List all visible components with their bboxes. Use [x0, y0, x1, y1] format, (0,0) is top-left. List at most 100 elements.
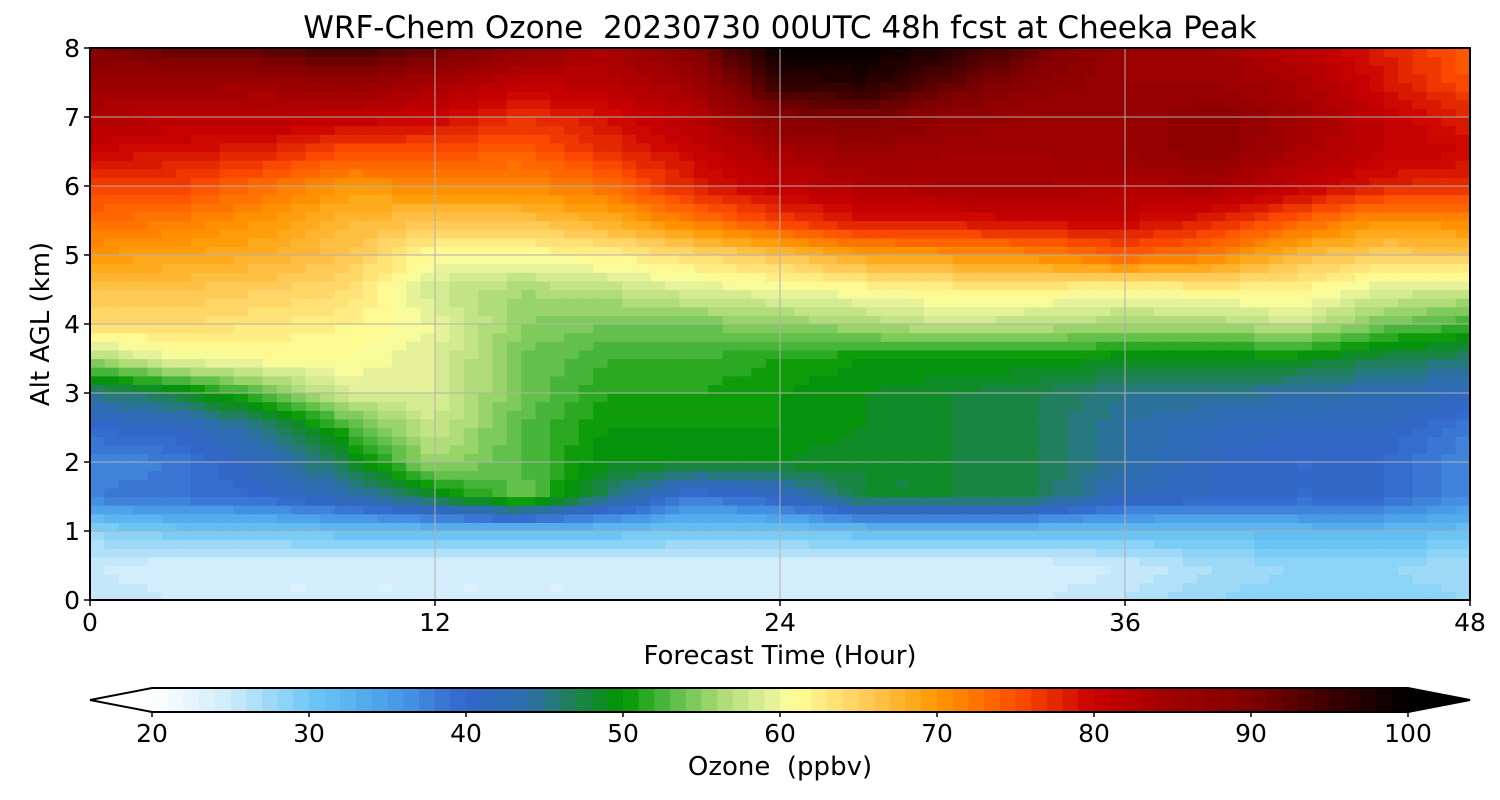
heatmap-cell [377, 582, 393, 592]
heatmap-cell [118, 479, 134, 489]
heatmap-cell [521, 255, 537, 265]
heatmap-cell [938, 160, 954, 170]
heatmap-cell [636, 401, 652, 411]
heatmap-cell [679, 255, 695, 265]
heatmap-cell [981, 479, 997, 489]
heatmap-cell [391, 203, 407, 213]
heatmap-cell [1182, 91, 1198, 101]
heatmap-cell [837, 315, 853, 325]
heatmap-cell [291, 306, 307, 316]
heatmap-cell [938, 513, 954, 523]
heatmap-cell [176, 125, 192, 135]
heatmap-cell [693, 211, 709, 222]
heatmap-cell [981, 462, 997, 472]
heatmap-cell [205, 341, 220, 351]
heatmap-cell [823, 142, 839, 153]
heatmap-cell [348, 591, 364, 601]
heatmap-cell [1110, 522, 1126, 532]
heatmap-cell [90, 108, 105, 118]
heatmap-cell [1153, 134, 1169, 144]
heatmap-cell [506, 358, 522, 368]
heatmap-cell [722, 272, 738, 282]
heatmap-cell [981, 470, 997, 480]
heatmap-cell [851, 151, 867, 161]
heatmap-cell [851, 418, 867, 429]
heatmap-cell [794, 246, 810, 256]
heatmap-cell [880, 177, 896, 187]
heatmap-cell [708, 332, 724, 342]
heatmap-cell [765, 462, 781, 472]
heatmap-cell [895, 194, 910, 204]
heatmap-cell [593, 142, 609, 153]
heatmap-cell [1110, 186, 1126, 196]
heatmap-cell [665, 548, 680, 558]
heatmap-cell [147, 513, 163, 523]
heatmap-cell [205, 315, 220, 325]
heatmap-cell [794, 436, 810, 446]
heatmap-cell [233, 306, 249, 316]
heatmap-cell [1110, 255, 1126, 265]
heatmap-cell [176, 565, 192, 575]
heatmap-cell [736, 125, 752, 135]
heatmap-cell [1125, 453, 1140, 463]
heatmap-cell [521, 470, 537, 480]
heatmap-cell [1024, 341, 1040, 351]
heatmap-cell [90, 151, 105, 161]
heatmap-cell [1081, 203, 1097, 213]
heatmap-cell [104, 73, 120, 84]
heatmap-cell [808, 548, 824, 558]
heatmap-cell [406, 462, 422, 472]
heatmap-cell [880, 73, 896, 84]
heatmap-cell [621, 108, 637, 118]
heatmap-cell [1139, 531, 1155, 541]
heatmap-cell [679, 479, 695, 489]
heatmap-cell [923, 384, 939, 394]
heatmap-cell [161, 531, 177, 541]
heatmap-cell [133, 505, 149, 515]
heatmap-cell [823, 375, 839, 385]
heatmap-cell [650, 324, 666, 334]
heatmap-cell [952, 142, 968, 153]
heatmap-cell [880, 444, 896, 454]
heatmap-cell [578, 117, 594, 127]
heatmap-cell [1081, 401, 1097, 411]
heatmap-cell [751, 565, 767, 575]
heatmap-cell [808, 462, 824, 472]
heatmap-cell [1110, 427, 1126, 437]
heatmap-cell [1024, 142, 1040, 153]
heatmap-cell [851, 48, 867, 58]
heatmap-cell [780, 280, 795, 291]
heatmap-cell [1081, 367, 1097, 377]
heatmap-cell [708, 479, 724, 489]
heatmap-cell [1125, 142, 1140, 153]
heatmap-cell [621, 151, 637, 161]
heatmap-cell [291, 462, 307, 472]
heatmap-cell [233, 298, 249, 308]
heatmap-cell [248, 358, 264, 368]
heatmap-cell [808, 280, 824, 291]
heatmap-cell [262, 125, 278, 135]
heatmap-cell [1010, 177, 1025, 187]
heatmap-cell [377, 332, 393, 342]
heatmap-cell [650, 160, 666, 170]
heatmap-cell [1024, 513, 1040, 523]
heatmap-cell [248, 487, 264, 498]
heatmap-cell [837, 168, 853, 178]
heatmap-cell [334, 237, 350, 247]
heatmap-cell [650, 91, 666, 101]
heatmap-cell [578, 315, 594, 325]
heatmap-cell [1096, 220, 1112, 230]
heatmap-cell [1110, 246, 1126, 256]
heatmap-cell [348, 125, 364, 135]
heatmap-cell [981, 237, 997, 247]
heatmap-cell [147, 246, 163, 256]
heatmap-cell [276, 427, 292, 437]
heatmap-cell [233, 125, 249, 135]
heatmap-cell [521, 306, 537, 316]
heatmap-cell [866, 306, 882, 316]
heatmap-cell [506, 56, 522, 66]
heatmap-cell [564, 263, 580, 273]
heatmap-cell [1168, 591, 1184, 601]
heatmap-cell [1024, 177, 1040, 187]
heatmap-cell [262, 99, 278, 109]
